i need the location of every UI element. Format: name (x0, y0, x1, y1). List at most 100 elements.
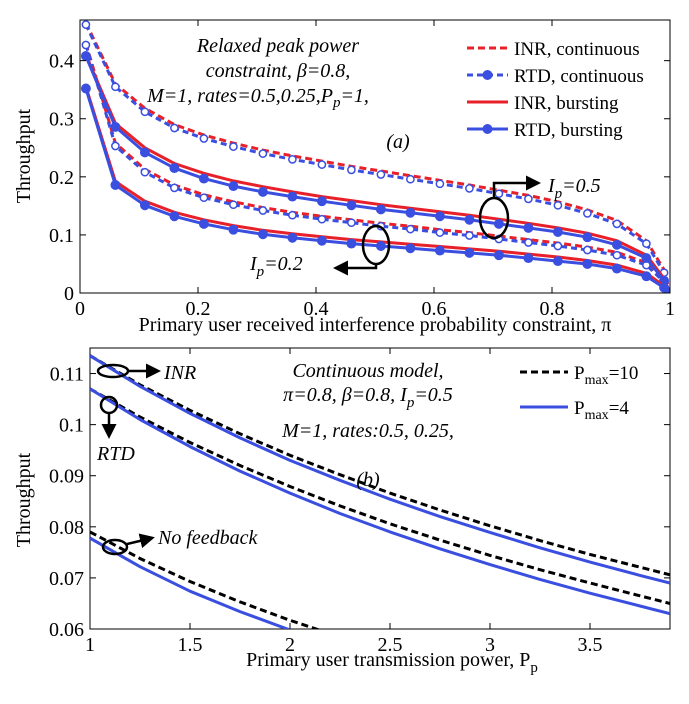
panel-a-data-point (582, 259, 593, 269)
panel-a-xtick-label: 0.2 (186, 298, 211, 320)
panel-a-data-point (198, 173, 209, 184)
panel-b-ytick-label: 0.07 (49, 568, 84, 590)
panel-b-legend: Pmax=10 Pmax=4 (520, 363, 638, 423)
panel-a-data-point (524, 238, 533, 247)
panel-a-data-point (435, 179, 445, 189)
panel-a-data-point (347, 165, 356, 175)
panel-a-data-point (258, 206, 268, 215)
panel-a-data-point (552, 256, 563, 267)
panel-a-data-point (493, 250, 504, 261)
panel-a-data-point (111, 82, 120, 92)
panel-a-ytick-label: 0 (64, 283, 74, 305)
panel-a-data-point (140, 107, 150, 117)
panel-b-series-line (90, 530, 321, 629)
panel-b-inr-label: INR (163, 362, 196, 384)
panel-a-data-point (139, 200, 150, 211)
panel-b-xtick-label: 2 (285, 634, 295, 656)
panel-a-data-point (524, 194, 533, 204)
panel-a-data-point (405, 207, 416, 218)
panel-a-data-point (434, 211, 445, 222)
panel-a-data-point (169, 211, 180, 222)
panel-b-xtick-label: 1 (85, 634, 95, 656)
panel-a-annotation-line3: M=1, rates=0.5,0.25,Pp=1, (146, 85, 369, 111)
panel-a-data-point (287, 191, 298, 202)
panel-a-series-line (84, 22, 670, 293)
panel-a-data-point (347, 218, 356, 228)
panel-a-data-point (642, 239, 651, 248)
panel-b-series-line (90, 387, 670, 605)
panel-a-data-point (465, 184, 474, 193)
panel-a-legend-label: RTD, bursting (514, 120, 623, 141)
panel-a-data-point (611, 263, 622, 274)
panel-b-xtick-label: 3 (485, 634, 495, 656)
panel-a-data-point (199, 193, 209, 203)
panel-a-annotation: Relaxed peak power constraint, β=0.8, M=… (146, 35, 410, 153)
panel-a-data-point (80, 83, 91, 94)
panel-a-annotation-line1: Relaxed peak power (196, 35, 359, 57)
panel-a-data-point (198, 218, 209, 229)
panel-a-data-point (583, 209, 592, 218)
panel-a-legend-marker (482, 70, 493, 80)
panel-a-data-point (346, 238, 357, 249)
panel-a-ylabel: Throughput (13, 108, 35, 203)
panel-a-data-point (316, 235, 327, 246)
panel-a-data-point (229, 200, 238, 210)
panel-a-data-point (316, 196, 327, 207)
panel-a-data-point (435, 228, 445, 237)
panel-a-xlabel: Primary user received interference proba… (139, 314, 612, 336)
panel-a-xtick-label: 1 (665, 298, 675, 320)
panel-b-ytick-label: 0.06 (49, 619, 84, 641)
panel-b-series-line (90, 354, 670, 577)
panel-a-data-point (317, 160, 327, 169)
panel-a-legend-label: RTD, continuous (514, 66, 644, 87)
panel-a-data-point (81, 20, 91, 29)
panel-b-series-line (90, 387, 670, 616)
panel-a-data-point (257, 229, 268, 240)
panel-a-ytick-label: 0.1 (49, 225, 74, 247)
panel-a-data-point (612, 219, 622, 229)
panel-a-data-point (110, 121, 121, 132)
panel-a-data-point (258, 149, 268, 158)
panel-a-xtick-label: 0 (75, 298, 85, 320)
panel-b-xtick-label: 2.5 (378, 634, 403, 656)
panel-a: 0 0.2 0.4 0.6 0.8 1 0 0.1 0.2 0.3 0.4 Throughput P… (13, 19, 675, 336)
panel-b-nofb-arrow (126, 533, 155, 549)
panel-b-annotation: Continuous model, π=0.8, β=0.8, Ip=0.5 M… (281, 360, 454, 491)
panel-a-data-point (406, 174, 415, 184)
panel-b: 1 1.5 2 2.5 3 3.5 0.06 0.07 0.08 0.09 0.1 0.11 Thro… (13, 347, 671, 676)
panel-a-data-point (553, 200, 563, 210)
panel-a-data-point (523, 222, 534, 233)
panel-b-legend-label: Pmax=10 (574, 363, 638, 388)
panel-b-nofb-ellipse (101, 538, 129, 556)
panel-a-series-line (84, 86, 670, 293)
panel-a-data-point (611, 239, 622, 250)
panel-a-legend-label: INR, continuous (514, 39, 640, 60)
panel-a-series-line (84, 54, 670, 293)
panel-a-data-point (110, 180, 121, 190)
panel-b-ytick-label: 0.08 (49, 517, 84, 539)
panel-b-ytick-label: 0.11 (50, 364, 84, 386)
panel-a-data-point (553, 241, 563, 251)
panel-a-legend-marker (482, 124, 493, 134)
panel-b-ytick-label: 0.1 (59, 415, 84, 437)
panel-b-series-line (90, 536, 292, 629)
panel-b-series-line (90, 354, 670, 585)
panel-a-series-line (84, 42, 670, 293)
panel-a-data-point (405, 243, 416, 254)
panel-a-data-point (375, 204, 386, 215)
panel-a-data-point (375, 241, 386, 251)
panel-a-data-point (582, 232, 593, 243)
panel-a-series-line (84, 23, 670, 293)
panel-a-ytick-label: 0.4 (49, 51, 74, 73)
panel-a-series-line (84, 88, 670, 293)
panel-a-data-point (228, 181, 239, 192)
panel-a-ip-low-arrow (333, 260, 378, 276)
panel-a-data-point (288, 155, 297, 164)
panel-a-xtick-label: 0.4 (304, 298, 329, 320)
panel-a-data-point (170, 183, 179, 193)
panel-a-data-point (641, 253, 652, 264)
panel-a-ytick-label: 0.3 (49, 109, 74, 131)
panel-a-data-point (465, 231, 474, 240)
panel-a-legend-label: INR, bursting (514, 93, 619, 114)
